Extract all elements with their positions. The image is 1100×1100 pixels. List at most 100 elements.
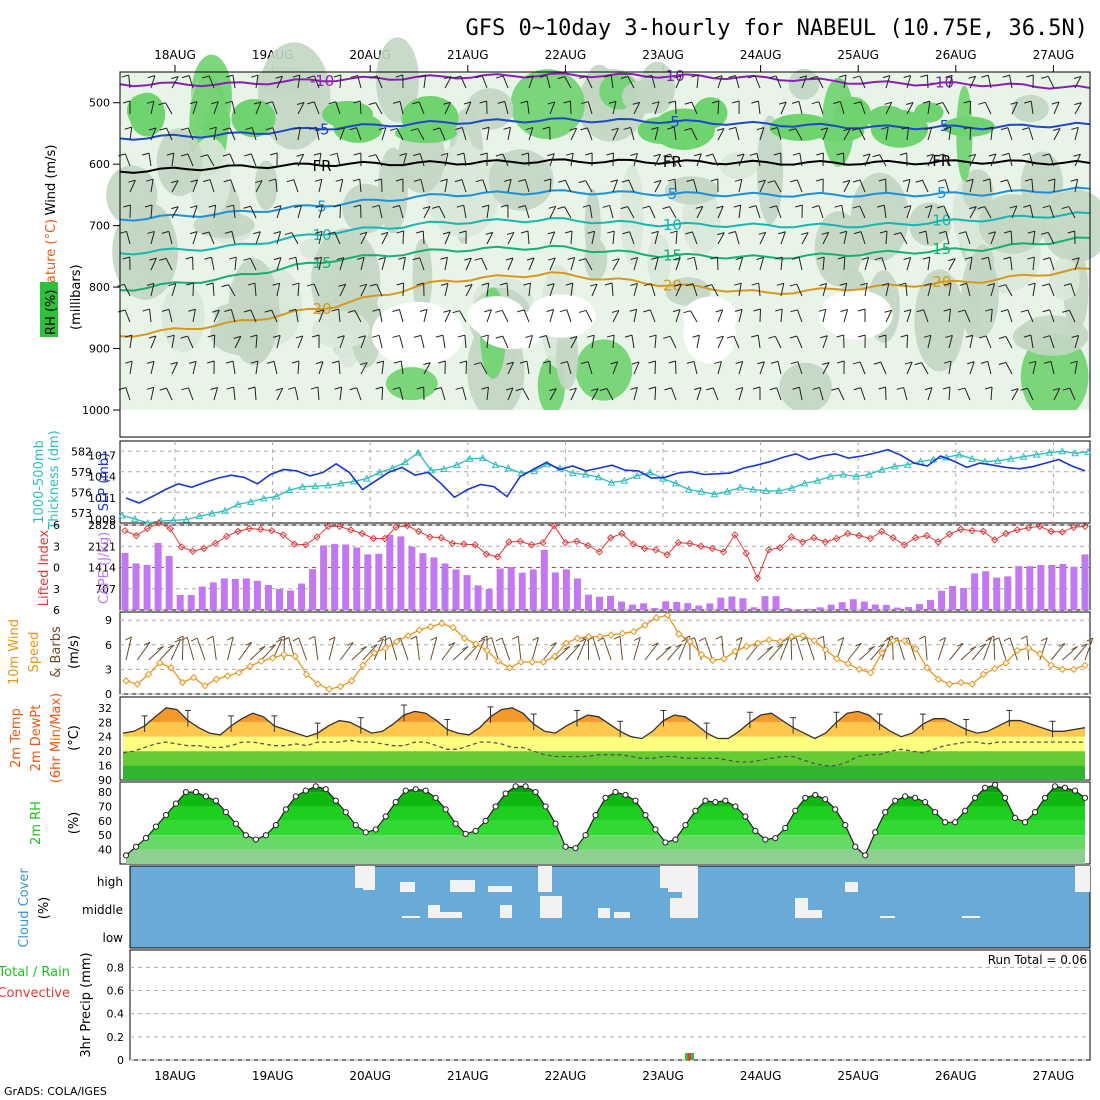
wind-barb bbox=[420, 179, 425, 193]
lifted-index-point bbox=[347, 526, 355, 534]
wind10-point bbox=[178, 678, 187, 687]
wind-barb-flag bbox=[711, 100, 719, 104]
wind-barb-flag bbox=[1061, 206, 1069, 210]
wind10-barb-flag bbox=[573, 643, 581, 648]
wind-barb-flag bbox=[372, 308, 380, 312]
wind-barb-flag bbox=[505, 257, 514, 261]
wind-barb bbox=[1048, 153, 1055, 167]
wind-barb-flag bbox=[629, 308, 637, 312]
wind10-point bbox=[483, 646, 491, 655]
lifted-tick-label: 3 bbox=[53, 540, 60, 553]
wind-barb bbox=[545, 335, 551, 349]
wind-barb-flag bbox=[857, 308, 866, 312]
wind-barb bbox=[990, 309, 993, 323]
lifted-index-point bbox=[584, 541, 592, 550]
wind-barb bbox=[654, 101, 660, 115]
wind-barb-flag bbox=[838, 74, 847, 78]
wind-barb bbox=[276, 388, 284, 401]
wind-barb bbox=[943, 205, 950, 219]
wind-barb-flag bbox=[858, 334, 866, 338]
wind10-barb-flag bbox=[377, 638, 384, 643]
lifted-index-point bbox=[177, 543, 186, 551]
wind-barb bbox=[693, 361, 698, 375]
wind10-barb-flag bbox=[634, 636, 641, 641]
date-label-bottom: 23AUG bbox=[642, 1069, 684, 1083]
wind-barb bbox=[339, 74, 342, 89]
wind-barb bbox=[129, 335, 133, 349]
wind-barb bbox=[234, 336, 242, 349]
wind-barb-flag bbox=[474, 257, 482, 261]
wind-barb-flag bbox=[347, 310, 356, 313]
wind-barb-flag bbox=[525, 127, 533, 131]
wind-barb-flag bbox=[225, 360, 234, 364]
wind-barb bbox=[1070, 283, 1076, 297]
wind-barb bbox=[272, 127, 278, 141]
wind10-point bbox=[787, 632, 796, 641]
rh-contour-region bbox=[254, 160, 278, 211]
wind-barb bbox=[229, 127, 236, 141]
thickness-point bbox=[775, 486, 783, 494]
wind-barb bbox=[255, 361, 259, 375]
thickness-point bbox=[865, 470, 873, 478]
wind-barb-flag bbox=[717, 232, 725, 236]
wind-barb bbox=[402, 257, 406, 271]
rh2m-point bbox=[422, 787, 429, 794]
wind10-barb-flag bbox=[181, 636, 188, 641]
wind10-barb bbox=[148, 645, 164, 661]
wind-barb-flag bbox=[224, 309, 232, 313]
wind-barb-flag bbox=[691, 74, 699, 78]
wind-barb-flag bbox=[273, 231, 281, 234]
date-label-bottom: 22AUG bbox=[545, 1069, 587, 1083]
wind-barb-flag bbox=[985, 126, 993, 130]
wind-barb bbox=[549, 257, 556, 271]
wind-barb-flag bbox=[1028, 360, 1037, 364]
wind-barb bbox=[208, 75, 215, 89]
wind-barb-flag bbox=[1000, 309, 1009, 313]
wind10-barb-flag bbox=[1020, 635, 1028, 640]
thickness-label: 1000-500mb bbox=[32, 440, 47, 524]
wind-barb bbox=[774, 180, 782, 193]
wind-barb-flag bbox=[936, 205, 945, 209]
wind-barb-flag bbox=[852, 75, 860, 79]
wind-barb-flag bbox=[817, 256, 825, 260]
wind-barb-flag bbox=[124, 334, 132, 338]
wind-barb-flag bbox=[687, 256, 695, 260]
wind-barb-flag bbox=[1074, 102, 1082, 106]
cape-bar bbox=[849, 599, 857, 610]
date-label-bottom: 24AUG bbox=[740, 1069, 782, 1083]
wind-barb-flag bbox=[291, 282, 300, 286]
precip-tick-label: 0.4 bbox=[107, 1008, 125, 1021]
wind-barb-flag bbox=[1041, 231, 1049, 235]
wind-barb-flag bbox=[651, 256, 659, 260]
wind-barb bbox=[943, 153, 950, 167]
rh2m-point bbox=[142, 835, 150, 842]
wind-barb bbox=[757, 101, 761, 115]
wind-barb-flag bbox=[313, 152, 322, 156]
wind-barb-flag bbox=[1042, 335, 1051, 339]
cloud-gap bbox=[450, 880, 475, 892]
wind10-point bbox=[663, 611, 672, 619]
rh2m-point bbox=[342, 809, 349, 816]
wind-barb bbox=[654, 360, 657, 375]
wind-barb bbox=[696, 335, 700, 349]
wind-barb bbox=[675, 231, 678, 245]
wind-barb bbox=[171, 206, 179, 219]
rh-contour-region bbox=[161, 282, 205, 353]
wind-barb-flag bbox=[1052, 387, 1060, 391]
wind-barb bbox=[733, 335, 740, 349]
cape-tick-label: 2121 bbox=[88, 540, 116, 553]
wind10-barb-flag bbox=[278, 635, 285, 640]
wind-barb bbox=[822, 362, 830, 375]
wind-barb bbox=[690, 128, 698, 141]
wind-barb bbox=[774, 336, 782, 349]
wind-barb-flag bbox=[549, 388, 557, 392]
wind-barb-flag bbox=[459, 230, 467, 234]
wind10-barb bbox=[170, 638, 182, 661]
wind-barb bbox=[1053, 101, 1060, 115]
wind-barb bbox=[776, 205, 782, 219]
wind10-barb-flag bbox=[410, 635, 417, 640]
wind-barb bbox=[339, 335, 345, 349]
wind-barb-flag bbox=[795, 204, 803, 208]
wind-barb bbox=[254, 386, 257, 401]
